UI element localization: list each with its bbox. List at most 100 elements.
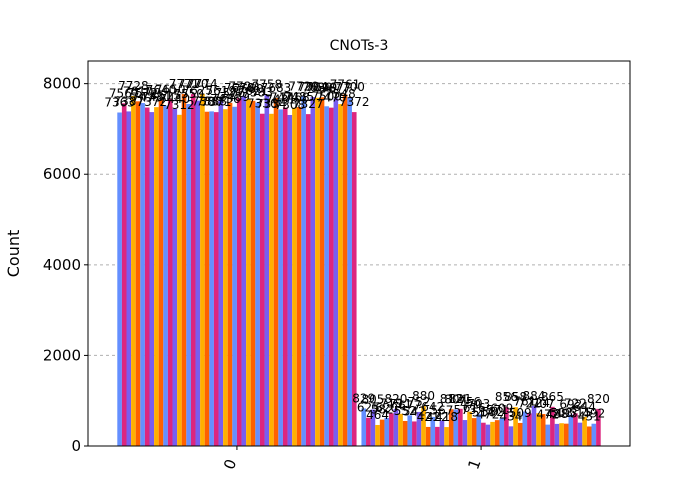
bar-value-label: 422 (426, 410, 449, 424)
bar-value-label: 7650 (155, 83, 186, 97)
bar (269, 113, 274, 447)
bar (586, 426, 592, 446)
bar (471, 418, 477, 446)
bar-value-label: 7471 (270, 91, 301, 105)
bar (379, 419, 385, 446)
bar (481, 422, 486, 446)
bar-value-label: 721 (518, 396, 541, 410)
bar (462, 420, 468, 446)
bar-value-label: 582 (371, 403, 394, 417)
bar (591, 423, 597, 446)
bar-value-label: 7388 (196, 94, 227, 108)
bar (121, 103, 127, 447)
bar (278, 109, 283, 447)
bar (342, 94, 348, 446)
bar (453, 409, 459, 446)
bar-value-label: 625 (357, 401, 380, 415)
bar-value-label: 711 (389, 397, 412, 411)
bar-value-label: 7312 (164, 98, 195, 112)
bar-value-label: 707 (532, 397, 555, 411)
bar (504, 407, 509, 446)
bar-value-label: 7372 (137, 95, 168, 109)
bar (522, 411, 528, 446)
bar (439, 420, 445, 446)
bar-value-label: 7548 (325, 87, 356, 101)
bar (190, 94, 196, 447)
bar-value-label: 821 (449, 392, 472, 406)
bar-value-label: 509 (509, 406, 532, 420)
bar (577, 422, 583, 446)
bar (282, 107, 288, 446)
y-axis-label: Count (4, 230, 23, 278)
bar (402, 420, 408, 446)
bar (582, 416, 587, 446)
bar (550, 406, 555, 446)
bar-value-label: 7550 (173, 87, 204, 101)
bar-value-label: 7774 (187, 77, 218, 91)
bar-value-label: 7683 (261, 81, 292, 95)
bar-value-label: 7640 (146, 83, 177, 97)
bar (223, 109, 228, 447)
bar-value-label: 7771 (169, 77, 200, 91)
bar (444, 427, 449, 446)
bar-value-label: 7625 (183, 84, 214, 98)
bar-value-label: 421 (417, 410, 440, 424)
bar-value-label: 644 (573, 400, 596, 414)
bar (167, 99, 173, 446)
bar-value-label: 7610 (123, 84, 154, 98)
bar-value-label: 620 (375, 401, 398, 415)
bar (508, 426, 514, 446)
bar (213, 112, 219, 447)
bar-value-label: 7336 (247, 97, 278, 111)
bar (573, 413, 578, 446)
bar (563, 423, 569, 446)
bar (154, 107, 159, 446)
plot-frame (87, 60, 631, 447)
bar-value-label: 472 (477, 408, 500, 422)
bar (200, 93, 205, 446)
bar (177, 114, 182, 446)
bar-value-label: 7689 (302, 81, 333, 95)
bar-value-label: 7576 (215, 86, 246, 100)
bar-value-label: 856 (495, 390, 518, 404)
bar-value-label: 724 (527, 396, 550, 410)
bar-value-label: 858 (504, 390, 527, 404)
bar-value-label: 7728 (118, 79, 149, 93)
bar-value-label: 7567 (109, 86, 140, 100)
y-axis: 0 2000 4000 6000 8000 (43, 75, 88, 455)
bar (126, 111, 132, 446)
bar (255, 102, 260, 447)
bar-value-label: 7621 (238, 84, 269, 98)
bar-value-label: 642 (421, 400, 444, 414)
bar-value-label: 7500 (311, 89, 342, 103)
bar-value-label: 804 (444, 393, 467, 407)
bar-value-label: 7704 (298, 80, 329, 94)
bar-value-label: 7470 (316, 91, 347, 105)
bar-value-label: 571 (486, 403, 509, 417)
bar (158, 99, 164, 446)
bar (435, 426, 440, 446)
bar-value-label: 752 (408, 395, 431, 409)
bar (554, 423, 560, 446)
bar-value-label: 567 (431, 403, 454, 417)
bar-value-label: 805 (361, 393, 384, 407)
bar (273, 98, 279, 446)
bar-value-label: 7678 (224, 81, 255, 95)
bar-value-label: 7440 (160, 92, 191, 106)
bar (448, 409, 454, 446)
bar-value-label: 7363 (104, 95, 135, 109)
bar (236, 98, 242, 447)
bar-value-label: 7380 (192, 95, 223, 109)
bar (494, 420, 500, 446)
bar (384, 417, 390, 446)
bar (310, 97, 316, 447)
bar-value-label: 7619 (206, 84, 237, 98)
bar-value-label: 7699 (307, 80, 338, 94)
bar (264, 94, 270, 446)
bar (259, 113, 265, 446)
y-tick-label: 6000 (43, 165, 81, 183)
bar (407, 415, 413, 446)
bar-value-label: 7431 (265, 92, 296, 106)
y-tick-label: 2000 (43, 346, 81, 364)
chart-title: CNOTs-3 (330, 38, 389, 54)
